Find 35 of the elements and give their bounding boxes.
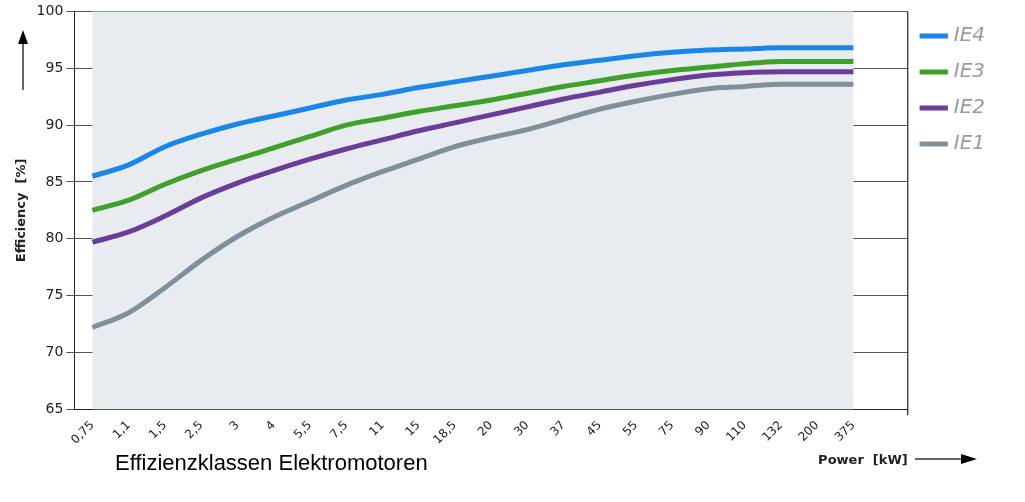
- y-tick-label: 65: [45, 399, 64, 416]
- x-tick-label: 4: [262, 417, 278, 434]
- x-tick-label: 2,5: [182, 417, 206, 442]
- text: Effizienzklassen Elektromotoren: [115, 450, 428, 476]
- legend-label: IE3: [953, 58, 986, 83]
- y-tick-label: 80: [45, 229, 64, 246]
- x-tick-label: 132: [759, 417, 786, 444]
- y-tick-label: 70: [45, 343, 64, 360]
- y-tick-label: 90: [45, 115, 64, 132]
- y-tick-label: 75: [45, 286, 64, 303]
- x-tick-label: 1,1: [109, 417, 134, 442]
- x-tick-label: 5,5: [290, 417, 315, 442]
- x-axis-title: Power [kW]: [818, 451, 908, 467]
- legend-label: IE1: [953, 130, 986, 155]
- x-tick-label: 15: [402, 417, 423, 439]
- x-tick-label: 3: [226, 417, 242, 434]
- x-tick-label: 7,5: [327, 417, 351, 442]
- y-tick-label: 95: [45, 58, 64, 75]
- x-tick-label: 110: [722, 417, 750, 444]
- x-tick-label: 75: [655, 417, 677, 439]
- x-tick-label: 55: [619, 417, 641, 439]
- y-tick-label: 100: [36, 2, 64, 19]
- legend-label: IE4: [953, 22, 986, 47]
- x-tick-label: 20: [474, 417, 496, 439]
- y-tick-label: 85: [45, 172, 64, 189]
- x-tick-label: 11: [365, 417, 387, 439]
- legend-label: IE2: [953, 94, 986, 119]
- x-tick-label: 37: [547, 417, 568, 439]
- x-tick-label: 375: [831, 417, 858, 444]
- x-tick-label: 90: [692, 417, 713, 439]
- x-tick-label: 45: [583, 417, 605, 439]
- x-tick-label: 30: [510, 417, 532, 439]
- x-tick-label: 200: [795, 417, 822, 444]
- x-tick-label: 1,5: [145, 417, 170, 442]
- y-axis-title: Efficiency [%]: [13, 158, 29, 263]
